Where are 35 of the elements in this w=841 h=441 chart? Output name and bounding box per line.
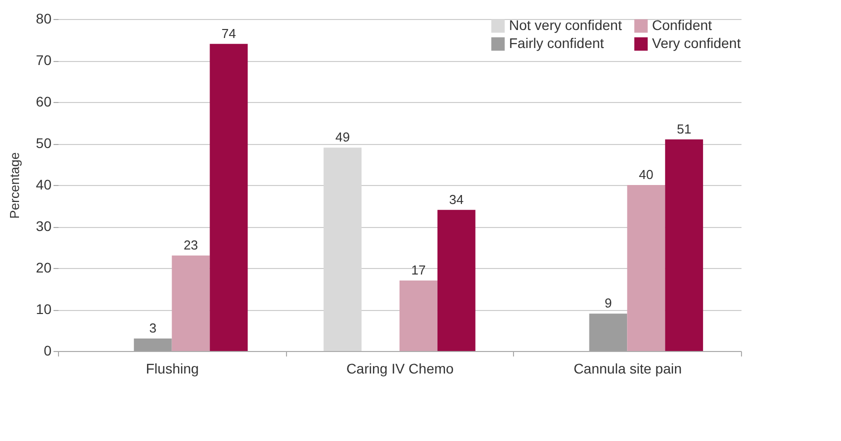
bar	[210, 44, 248, 351]
y-tick-label: 50	[36, 135, 52, 151]
bar	[134, 338, 172, 351]
y-axis-title: Percentage	[6, 152, 22, 219]
data-label: 17	[411, 262, 426, 278]
data-label: 40	[638, 167, 654, 182]
x-tick-label: Caring IV Chemo	[346, 360, 454, 376]
bar	[665, 139, 704, 351]
data-label: 49	[335, 130, 350, 145]
y-tick-label: 20	[36, 260, 52, 276]
y-tick-label: 70	[36, 52, 52, 68]
bar	[400, 280, 438, 351]
y-tick-label: 40	[36, 176, 52, 192]
y-tick-label: 10	[36, 301, 52, 317]
legend-label: Fairly confident	[509, 35, 604, 51]
legend-label: Confident	[652, 17, 712, 33]
y-tick-label: 30	[36, 218, 52, 234]
y-tick-label: 80	[36, 10, 52, 26]
legend-label: Very confident	[652, 35, 741, 51]
bar	[589, 314, 628, 351]
data-label: 23	[184, 238, 198, 253]
bar	[627, 185, 666, 351]
bar	[172, 256, 210, 351]
data-label: 3	[149, 320, 156, 336]
data-label: 51	[676, 121, 692, 136]
bar	[324, 148, 362, 351]
bar	[437, 210, 476, 351]
legend-label: Not very confident	[509, 17, 622, 33]
data-label: 9	[604, 296, 612, 311]
data-label: 34	[449, 192, 464, 207]
x-tick-label: Cannula site pain	[574, 360, 682, 376]
y-tick-label: 0	[44, 342, 52, 358]
data-label: 74	[222, 26, 236, 41]
x-tick-label: Flushing	[146, 360, 199, 376]
y-tick-label: 60	[36, 94, 52, 110]
